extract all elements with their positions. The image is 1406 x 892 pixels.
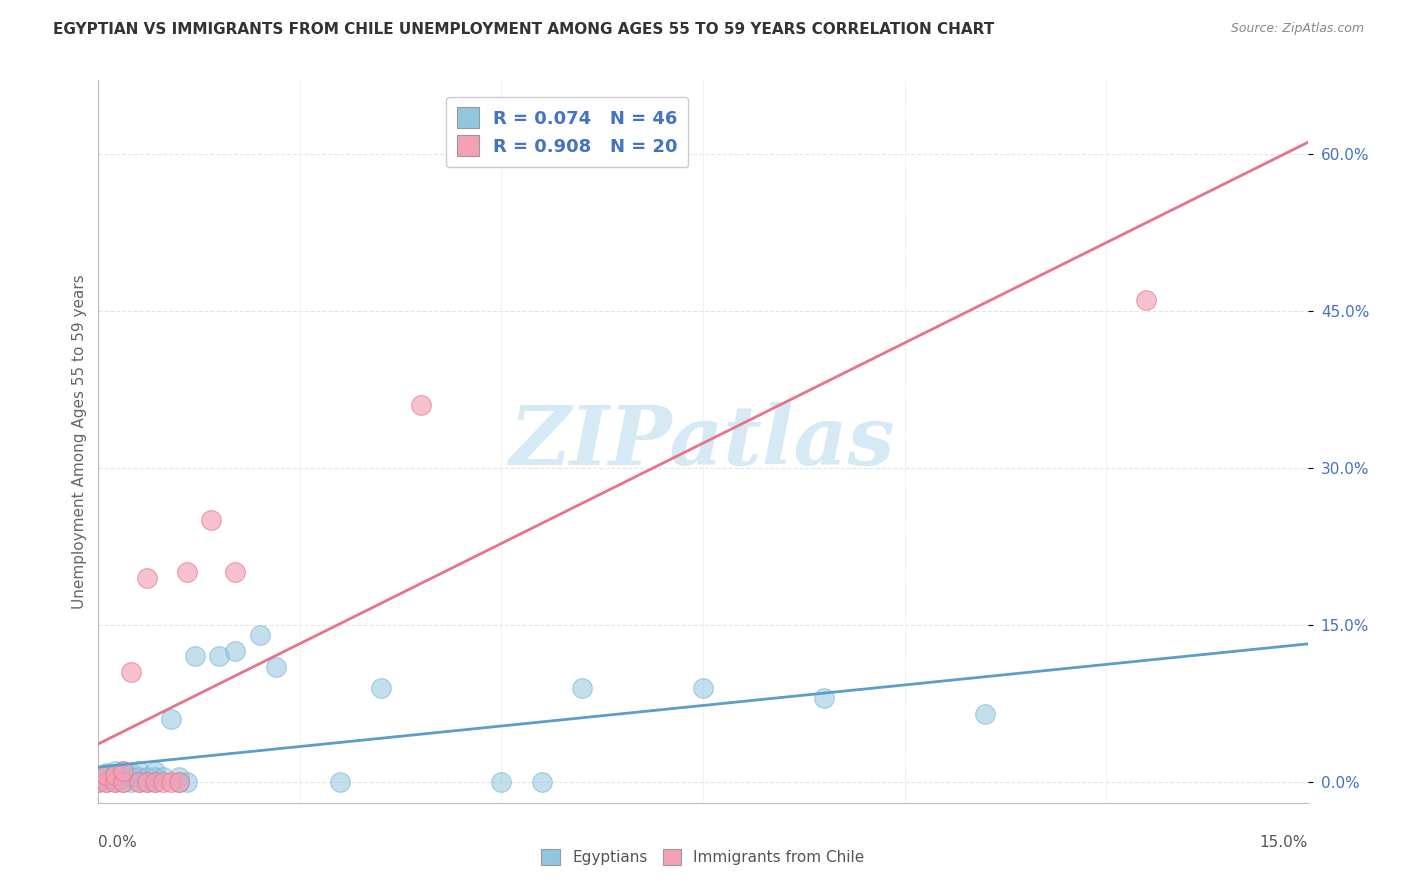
Point xyxy=(491,775,513,789)
Point xyxy=(143,775,166,789)
Point xyxy=(120,665,142,679)
Point xyxy=(128,775,150,789)
Point xyxy=(370,681,392,695)
Point xyxy=(160,712,183,726)
Point xyxy=(111,767,134,781)
Point xyxy=(96,775,118,789)
Point xyxy=(96,768,118,782)
Point xyxy=(135,775,157,789)
Text: 15.0%: 15.0% xyxy=(1260,835,1308,850)
Point xyxy=(329,775,352,789)
Point xyxy=(111,770,134,784)
Point xyxy=(143,764,166,779)
Point xyxy=(96,767,118,781)
Point xyxy=(184,649,207,664)
Point xyxy=(96,775,118,789)
Point xyxy=(167,775,190,789)
Point xyxy=(1135,293,1157,308)
Point xyxy=(176,775,198,789)
Point xyxy=(135,770,157,784)
Point xyxy=(111,764,134,779)
Point xyxy=(111,775,134,789)
Point xyxy=(128,770,150,784)
Point xyxy=(409,398,432,412)
Point xyxy=(120,766,142,780)
Legend: R = 0.074   N = 46, R = 0.908   N = 20: R = 0.074 N = 46, R = 0.908 N = 20 xyxy=(446,96,689,167)
Point xyxy=(87,775,110,789)
Y-axis label: Unemployment Among Ages 55 to 59 years: Unemployment Among Ages 55 to 59 years xyxy=(72,274,87,609)
Point xyxy=(96,766,118,780)
Point xyxy=(167,770,190,784)
Point xyxy=(152,770,174,784)
Point xyxy=(224,644,246,658)
Point xyxy=(103,772,125,786)
Point xyxy=(135,571,157,585)
Point xyxy=(120,770,142,784)
Point xyxy=(200,513,222,527)
Point xyxy=(152,775,174,789)
Text: Source: ZipAtlas.com: Source: ZipAtlas.com xyxy=(1230,22,1364,36)
Point xyxy=(120,775,142,789)
Point xyxy=(87,770,110,784)
Point xyxy=(264,659,287,673)
Point xyxy=(135,775,157,789)
Point xyxy=(103,764,125,779)
Point xyxy=(571,681,593,695)
Point xyxy=(103,775,125,789)
Text: EGYPTIAN VS IMMIGRANTS FROM CHILE UNEMPLOYMENT AMONG AGES 55 TO 59 YEARS CORRELA: EGYPTIAN VS IMMIGRANTS FROM CHILE UNEMPL… xyxy=(53,22,994,37)
Text: 0.0%: 0.0% xyxy=(98,835,138,850)
Point xyxy=(692,681,714,695)
Point xyxy=(103,775,125,789)
Point xyxy=(111,775,134,789)
Point xyxy=(160,775,183,789)
Point xyxy=(103,767,125,781)
Point xyxy=(96,772,118,786)
Point xyxy=(143,775,166,789)
Legend: Egyptians, Immigrants from Chile: Egyptians, Immigrants from Chile xyxy=(536,843,870,871)
Point xyxy=(208,649,231,664)
Point xyxy=(530,775,553,789)
Point xyxy=(813,691,835,706)
Point xyxy=(974,706,997,721)
Point xyxy=(143,770,166,784)
Point xyxy=(87,775,110,789)
Point xyxy=(128,775,150,789)
Point xyxy=(103,767,125,781)
Point xyxy=(87,772,110,787)
Point xyxy=(111,772,134,786)
Point xyxy=(176,566,198,580)
Point xyxy=(128,764,150,779)
Point xyxy=(111,764,134,779)
Point xyxy=(249,628,271,642)
Point xyxy=(224,566,246,580)
Text: ZIPatlas: ZIPatlas xyxy=(510,401,896,482)
Point xyxy=(103,770,125,784)
Point xyxy=(167,775,190,789)
